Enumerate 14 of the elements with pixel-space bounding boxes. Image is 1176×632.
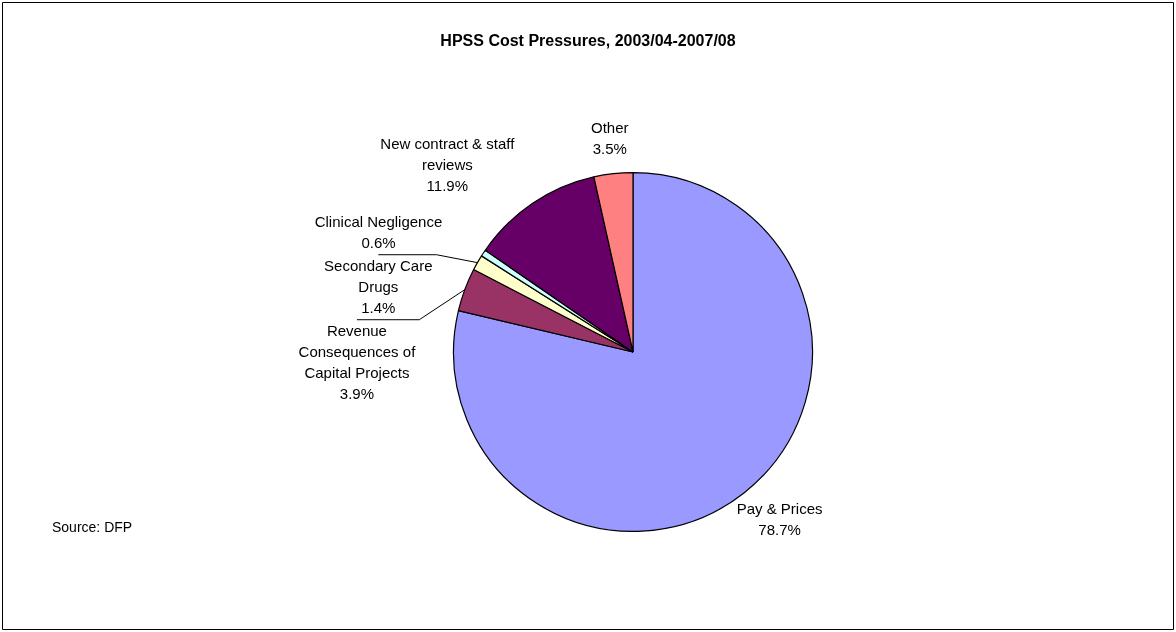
- data-label: 1.4%: [361, 299, 396, 317]
- slice-label: Clinical Negligence: [314, 213, 443, 231]
- slice-label: Pay & Prices: [736, 499, 823, 517]
- slice-label: Secondary Care Drugs: [324, 257, 433, 296]
- slice-label: Other: [590, 118, 629, 136]
- chart-title: HPSS Cost Pressures, 2003/04-2007/08: [440, 32, 736, 50]
- slice-label: New contract & staff reviews: [380, 134, 516, 173]
- data-label: 3.9%: [339, 385, 375, 403]
- data-label: 0.6%: [361, 234, 396, 252]
- data-label: 78.7%: [758, 520, 801, 538]
- source-note: Source: DFP: [52, 518, 133, 535]
- data-label: 3.5%: [592, 139, 627, 157]
- data-label: 11.9%: [426, 176, 469, 194]
- slice-label: Revenue Consequences of Capital Projects: [298, 322, 417, 382]
